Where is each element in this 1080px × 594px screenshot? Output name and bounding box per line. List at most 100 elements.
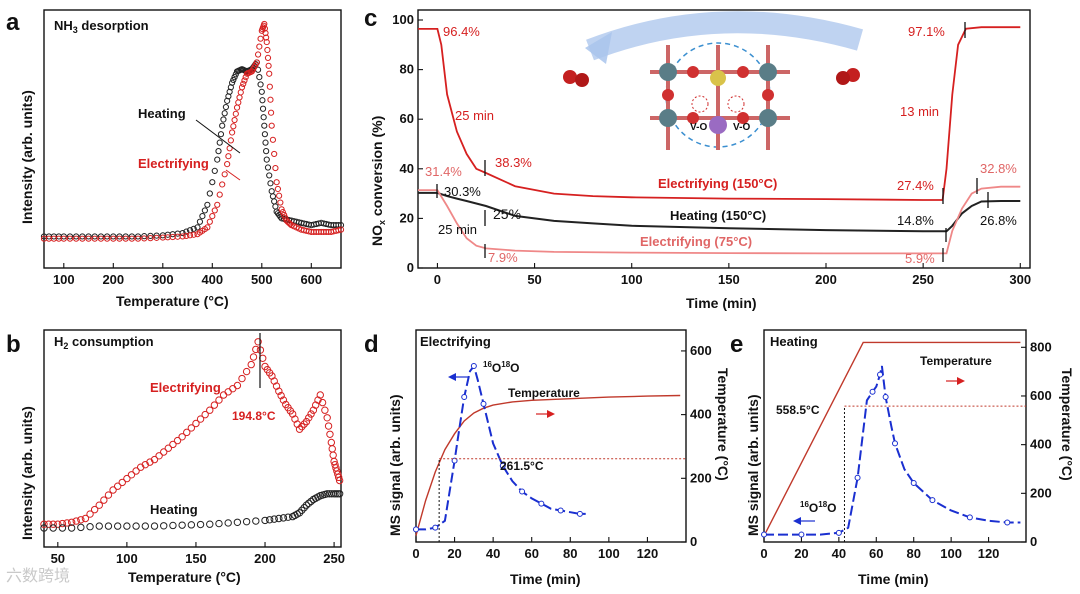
panel-a-xlabel: Temperature (°C) bbox=[116, 293, 229, 309]
panel-b-point-electrifying bbox=[206, 406, 214, 414]
panel-b-frame bbox=[43, 329, 342, 548]
annot-25min-black: 25 min bbox=[438, 222, 477, 237]
panel-a-point-heating bbox=[183, 228, 190, 235]
panel-b-point-electrifying bbox=[324, 422, 333, 430]
panel-a-point-heating bbox=[79, 233, 86, 240]
panel-a-point-electrifying bbox=[261, 25, 268, 32]
panel-a-point-heating bbox=[219, 122, 226, 129]
panel-a-point-electrifying bbox=[79, 235, 86, 242]
panel-a-point-electrifying bbox=[254, 51, 262, 58]
panel-d-signal-point bbox=[470, 363, 477, 369]
panel-d-series bbox=[413, 363, 686, 542]
panel-a-point-electrifying bbox=[272, 164, 279, 172]
panel-a-point-electrifying bbox=[214, 201, 221, 208]
panel-a-point-heating bbox=[337, 222, 345, 229]
panel-a-point-electrifying bbox=[267, 96, 274, 103]
panel-b-point-electrifying bbox=[58, 519, 67, 528]
panel-b-point-electrifying bbox=[238, 374, 246, 383]
panel-b-xtick-label: 200 bbox=[254, 551, 276, 566]
panel-a-point-electrifying bbox=[60, 235, 67, 242]
panel-a-point-heating bbox=[97, 233, 105, 240]
panel-b-point-electrifying bbox=[328, 445, 336, 453]
panel-b-point-electrifying bbox=[300, 420, 308, 428]
panel-d-xtick-label: 80 bbox=[563, 546, 577, 561]
panel-a-point-electrifying bbox=[232, 110, 239, 117]
panel-a-point-heating bbox=[204, 201, 211, 208]
flow-arrow-head bbox=[585, 32, 612, 64]
panel-a-xticks: 100 200 300 400 500 600 bbox=[53, 263, 322, 287]
panel-a-point-electrifying bbox=[224, 161, 231, 168]
panel-b-point-heating bbox=[295, 509, 304, 517]
panel-b-point-electrifying bbox=[275, 387, 283, 395]
panel-a-point-electrifying bbox=[263, 38, 270, 46]
panel-b-point-electrifying bbox=[40, 520, 48, 528]
panel-a-point-electrifying bbox=[110, 235, 117, 242]
panel-e: e Heating MS signal (arb. units) Tempera… bbox=[730, 329, 1075, 587]
panel-a-point-heating bbox=[91, 233, 98, 240]
panel-d-xtick-label: 20 bbox=[447, 546, 461, 561]
panel-d-ytick-right-label: 400 bbox=[690, 407, 712, 422]
panel-b-point-electrifying bbox=[247, 360, 255, 369]
panel-b-point-heating bbox=[323, 490, 331, 498]
panel-b-point-electrifying bbox=[201, 410, 209, 419]
panel-e-letter: e bbox=[730, 331, 743, 358]
annot-96-4: 96.4% bbox=[443, 24, 480, 39]
annot-27-4: 27.4% bbox=[897, 178, 934, 193]
panel-a-point-electrifying bbox=[104, 235, 111, 242]
panel-b-title: H2 consumption bbox=[54, 334, 154, 351]
panel-a-point-electrifying bbox=[209, 213, 216, 220]
panel-a-point-electrifying bbox=[269, 136, 277, 143]
panel-b-label-electrifying: Electrifying bbox=[150, 380, 221, 395]
panel-b-point-electrifying bbox=[49, 520, 57, 528]
panel-a-point-heating bbox=[258, 88, 265, 95]
panel-b-point-heating bbox=[335, 490, 344, 498]
panel-b-label-heating: Heating bbox=[150, 502, 198, 517]
annot-7-9: 7.9% bbox=[488, 250, 518, 265]
panel-a-point-heating bbox=[214, 156, 221, 163]
annot-26-8: 26.8% bbox=[980, 213, 1017, 228]
panel-a-xtick-label: 200 bbox=[102, 272, 124, 287]
panel-a-point-heating bbox=[231, 74, 238, 81]
annot-31-4: 31.4% bbox=[425, 164, 462, 179]
panel-b-point-electrifying bbox=[100, 496, 108, 504]
panel-a-point-heating bbox=[267, 180, 274, 187]
panel-b-point-heating bbox=[104, 522, 113, 530]
panel-d-xtick-label: 60 bbox=[524, 546, 538, 561]
panel-c-series bbox=[418, 26, 1021, 255]
panel-e-signal-point bbox=[929, 497, 936, 504]
panel-b-point-electrifying bbox=[86, 510, 94, 518]
panel-b-point-heating bbox=[224, 519, 232, 527]
annot-25min-red: 25 min bbox=[455, 108, 494, 123]
panel-d-frame bbox=[415, 329, 687, 543]
panel-a-point-heating bbox=[201, 207, 208, 214]
panel-c: c NOx conversion (%) Time (min) 0 50 100 15… bbox=[364, 5, 1031, 311]
panel-b-point-heating bbox=[178, 521, 186, 529]
panel-b-point-heating bbox=[49, 524, 57, 532]
panel-b-point-electrifying bbox=[307, 410, 315, 418]
panel-b-xtick-label: 250 bbox=[323, 551, 345, 566]
panel-a-letter: a bbox=[6, 9, 20, 36]
panel-a-point-heating bbox=[261, 131, 268, 138]
panel-e-ytick-right-label: 800 bbox=[1030, 339, 1052, 354]
panel-a-point-electrifying bbox=[253, 59, 260, 66]
panel-b-point-heating bbox=[305, 499, 313, 507]
panel-a-point-heating bbox=[264, 164, 272, 171]
panel-e-xtick-label: 80 bbox=[906, 546, 920, 561]
panel-c-ticks: 0 50 100 150 200 250 300 0 20 40 60 80 100 bbox=[392, 12, 1031, 287]
panel-a-point-electrifying bbox=[206, 218, 213, 225]
panel-a-point-electrifying bbox=[141, 235, 148, 242]
panel-a-point-electrifying bbox=[279, 209, 286, 216]
panel-a-point-heating bbox=[116, 233, 123, 240]
panel-a-point-electrifying bbox=[134, 235, 142, 242]
panel-b-point-heating bbox=[279, 514, 288, 522]
panel-e-ticks: 0 20 40 60 80 100 120 0 200 400 600 800 bbox=[760, 339, 1051, 561]
panel-c-ytick-label: 80 bbox=[400, 62, 414, 77]
panel-b-point-electrifying bbox=[187, 424, 196, 432]
panel-b-point-electrifying bbox=[44, 520, 53, 528]
panel-b-point-electrifying bbox=[132, 467, 140, 475]
panel-a-arrow-heating bbox=[195, 119, 241, 154]
panel-b-point-electrifying bbox=[224, 388, 232, 396]
panel-a-point-electrifying bbox=[225, 153, 232, 160]
panel-b-point-heating bbox=[160, 522, 168, 530]
panel-c-segment-markers bbox=[436, 22, 989, 262]
